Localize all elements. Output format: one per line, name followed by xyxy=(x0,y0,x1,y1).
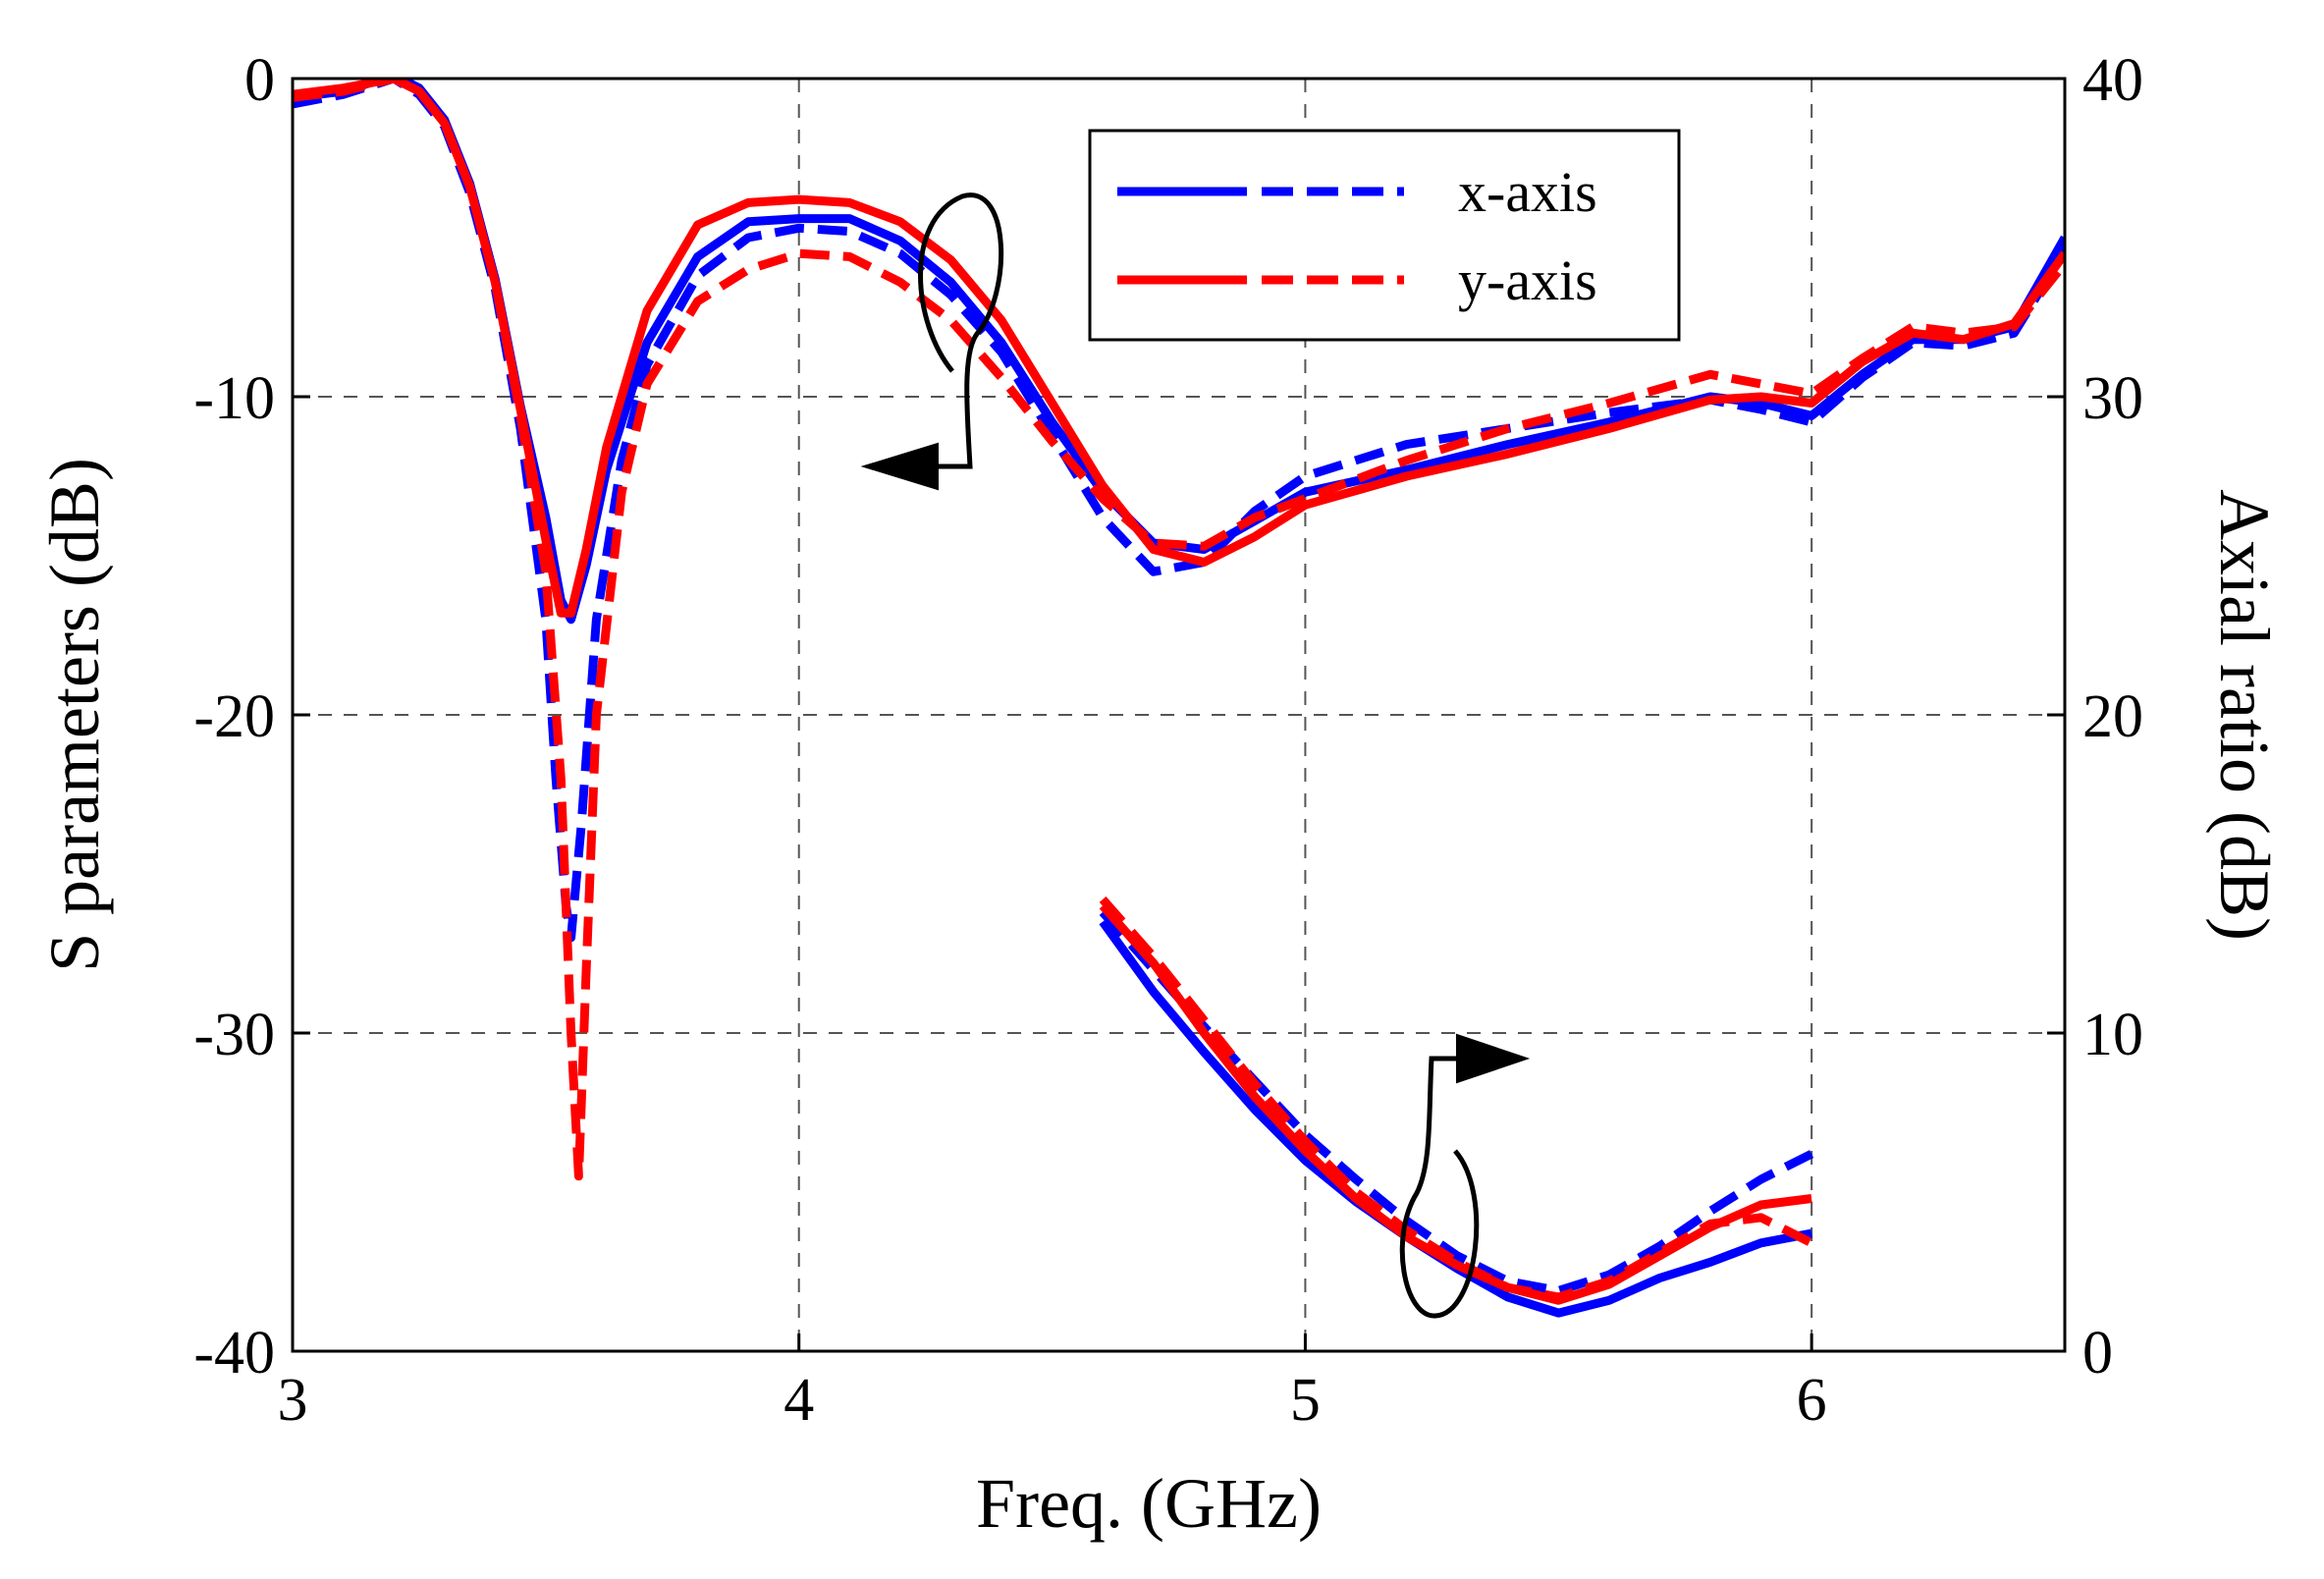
x-tick-label: 5 xyxy=(1290,1367,1321,1434)
legend: x-axis y-axis xyxy=(1088,129,1681,342)
x-tick-label: 3 xyxy=(278,1367,308,1434)
y-tick-label-right: 40 xyxy=(2082,47,2143,114)
y-tick-label-left: -10 xyxy=(193,365,275,432)
annotation-loop-left xyxy=(918,192,1004,469)
y-axis-title-right: Axial ratio (dB) xyxy=(2205,489,2284,941)
legend-box xyxy=(1088,129,1681,342)
tick-labels: 3 4 5 6 0 -10 -20 -30 -40 40 30 20 10 0 xyxy=(193,47,2143,1434)
legend-label-y-axis: y-axis xyxy=(1458,248,1597,312)
y-tick-label-left: 0 xyxy=(244,47,275,114)
series-line-3 xyxy=(293,79,2065,1181)
series-line-6 xyxy=(1099,902,1812,1305)
annotation-s-parameters-arrow xyxy=(860,192,1004,491)
x-axis-title: Freq. (GHz) xyxy=(976,1464,1322,1543)
y-tick-label-left: -30 xyxy=(193,1002,275,1068)
annotation-arrowhead-left xyxy=(860,442,939,491)
y-tick-label-right: 10 xyxy=(2082,1002,2143,1068)
y-axis-title-left: S parameters (dB) xyxy=(35,458,114,972)
annotation-arrowhead-right xyxy=(1456,1033,1531,1084)
legend-label-x-axis: x-axis xyxy=(1458,160,1597,224)
y-tick-label-left: -40 xyxy=(193,1320,275,1387)
series-layer xyxy=(293,79,2065,1318)
y-tick-label-right: 0 xyxy=(2082,1320,2113,1387)
annotation-axial-ratio-arrow xyxy=(1399,1033,1531,1319)
y-tick-label-left: -20 xyxy=(193,683,275,750)
y-tick-label-right: 30 xyxy=(2082,365,2143,432)
x-tick-label: 4 xyxy=(784,1367,814,1434)
series-line-7 xyxy=(1099,896,1814,1302)
x-tick-label: 6 xyxy=(1797,1367,1827,1434)
y-tick-label-right: 20 xyxy=(2082,683,2143,750)
annotation-loop-right xyxy=(1399,1056,1480,1319)
tick-marks xyxy=(291,77,2065,1353)
